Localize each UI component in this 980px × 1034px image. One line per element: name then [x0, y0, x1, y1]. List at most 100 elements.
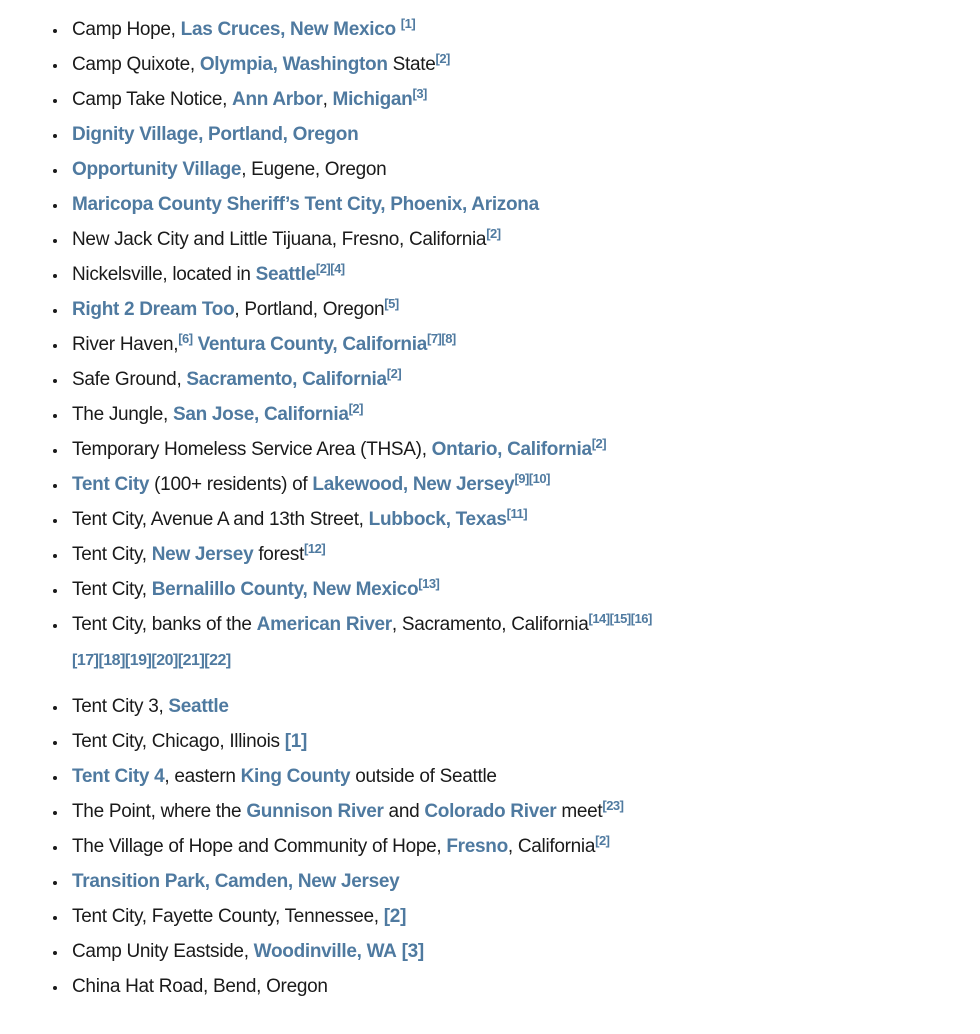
reference-link[interactable]: [2]	[486, 226, 501, 241]
list-item: Tent City, Chicago, Illinois [1]	[68, 724, 980, 759]
reference-link[interactable]: [1]	[284, 731, 308, 752]
link[interactable]: Maricopa County Sheriff’s Tent City, Pho…	[72, 194, 539, 215]
link[interactable]: Fresno	[446, 836, 508, 857]
list-item: The Village of Hope and Community of Hop…	[68, 829, 980, 864]
list-item: Camp Take Notice, Ann Arbor, Michigan[3]	[68, 82, 980, 117]
text-segment: River Haven,	[72, 334, 179, 355]
text-segment: Tent City 3,	[72, 696, 169, 717]
text-segment: , Portland, Oregon	[234, 299, 385, 320]
reference-link[interactable]: [2]	[591, 436, 607, 451]
link[interactable]: Seattle	[255, 264, 317, 285]
list-item: Transition Park, Camden, New Jersey	[68, 864, 980, 899]
text-segment: State	[387, 54, 436, 75]
reference-link[interactable]: [2]	[386, 366, 402, 381]
list-item: Tent City (100+ residents) of Lakewood, …	[68, 467, 980, 502]
reference-link[interactable]: [23]	[602, 798, 624, 813]
reference-link[interactable]: [5]	[384, 296, 399, 311]
list-item: Tent City, New Jersey forest[12]	[68, 537, 980, 572]
reference-link[interactable]: [6]	[178, 331, 193, 346]
reference-link[interactable]: [7][8]	[426, 331, 456, 346]
text-segment: and	[383, 801, 425, 822]
reference-link[interactable]: [3]	[412, 86, 427, 101]
link[interactable]: Bernalillo County, New Mexico	[151, 579, 419, 600]
link[interactable]: Michigan	[332, 89, 413, 110]
reference-link[interactable]: [13]	[418, 576, 440, 591]
text-segment: Tent City,	[72, 579, 152, 600]
link[interactable]: Olympia, Washington	[199, 54, 388, 75]
text-segment: Tent City, Fayette County, Tennessee,	[72, 906, 384, 927]
list-item: The Point, where the Gunnison River and …	[68, 794, 980, 829]
text-segment: meet	[556, 801, 603, 822]
link[interactable]: Ontario, California	[431, 439, 592, 460]
reference-link[interactable]: [1]	[400, 16, 416, 31]
link[interactable]: King County	[240, 766, 351, 787]
link[interactable]: Tent City 4	[72, 766, 165, 787]
text-segment: Camp Hope,	[72, 19, 181, 40]
link[interactable]: Opportunity Village	[72, 159, 242, 180]
text-segment: , Eugene, Oregon	[241, 159, 387, 180]
link[interactable]: Lubbock, Texas	[368, 509, 507, 530]
link[interactable]: Woodinville, WA	[253, 941, 397, 962]
reference-link[interactable]: [12]	[304, 541, 326, 556]
link[interactable]: Sacramento, California	[186, 369, 387, 390]
text-segment: Camp Take Notice,	[72, 89, 233, 110]
text-segment: ,	[322, 89, 333, 110]
reference-link[interactable]: [2]	[595, 833, 610, 848]
text-segment: Camp Unity Eastside,	[72, 941, 254, 962]
link[interactable]: Right 2 Dream Too	[72, 299, 235, 320]
text-segment: The Jungle,	[72, 404, 173, 425]
list-item: Temporary Homeless Service Area (THSA), …	[68, 432, 980, 467]
list-item: Tent City 4, eastern King County outside…	[68, 759, 980, 794]
list-item: Camp Quixote, Olympia, Washington State[…	[68, 47, 980, 82]
link[interactable]: Ventura County, California	[197, 334, 428, 355]
list-item: Tent City, banks of the American River, …	[68, 607, 980, 678]
link[interactable]: American River	[256, 614, 393, 635]
text-segment: Nickelsville, located in	[72, 264, 256, 285]
list-item: Camp Unity Eastside, Woodinville, WA [3]	[68, 934, 980, 969]
list-item: The Jungle, San Jose, California[2]	[68, 397, 980, 432]
link[interactable]: Las Cruces, New Mexico	[180, 19, 396, 40]
text-segment: outside of Seattle	[350, 766, 497, 787]
reference-link[interactable]: [9][10]	[514, 471, 550, 486]
list-item: Dignity Village, Portland, Oregon	[68, 117, 980, 152]
link[interactable]: Transition Park, Camden, New Jersey	[72, 871, 400, 892]
list-item: Maricopa County Sheriff’s Tent City, Pho…	[68, 187, 980, 222]
list-item: Tent City, Avenue A and 13th Street, Lub…	[68, 502, 980, 537]
text-segment: Tent City, Chicago, Illinois	[72, 731, 285, 752]
link[interactable]: Colorado River	[424, 801, 557, 822]
list-item: Opportunity Village, Eugene, Oregon	[68, 152, 980, 187]
reference-link[interactable]: [11]	[506, 506, 528, 521]
link[interactable]: Tent City	[72, 474, 150, 495]
link[interactable]: Lakewood, New Jersey	[312, 474, 515, 495]
reference-link[interactable]: [2][4]	[315, 261, 345, 276]
link[interactable]: Dignity Village, Portland, Oregon	[72, 124, 359, 145]
text-segment: Tent City, banks of the	[72, 614, 257, 635]
link[interactable]: Ann Arbor	[232, 89, 323, 110]
reference-link[interactable]: [2]	[435, 51, 450, 66]
reference-link[interactable]: [17][18][19][20][21][22]	[72, 652, 231, 669]
reference-link[interactable]: [2]	[383, 906, 407, 927]
text-segment: China Hat Road, Bend, Oregon	[72, 976, 328, 997]
list-item: New Jack City and Little Tijuana, Fresno…	[68, 222, 980, 257]
list-item: Tent City, Bernalillo County, New Mexico…	[68, 572, 980, 607]
link[interactable]: Seattle	[168, 696, 229, 717]
text-segment: New Jack City and Little Tijuana, Fresno…	[72, 229, 487, 250]
reference-link[interactable]: [14][15][16]	[588, 611, 652, 626]
text-segment: , eastern	[164, 766, 241, 787]
text-segment: Safe Ground,	[72, 369, 187, 390]
link[interactable]: Gunnison River	[246, 801, 384, 822]
tent-city-list: Camp Hope, Las Cruces, New Mexico [1]Cam…	[0, 12, 980, 1004]
list-item: Camp Hope, Las Cruces, New Mexico [1]	[68, 12, 980, 47]
link[interactable]: San Jose, California	[172, 404, 349, 425]
list-item: River Haven,[6] Ventura County, Californ…	[68, 327, 980, 362]
text-segment: forest	[253, 544, 305, 565]
text-segment: The Point, where the	[72, 801, 247, 822]
list-item: Safe Ground, Sacramento, California[2]	[68, 362, 980, 397]
list-item: Right 2 Dream Too, Portland, Oregon[5]	[68, 292, 980, 327]
link[interactable]: New Jersey	[151, 544, 254, 565]
text-segment: Tent City,	[72, 544, 152, 565]
reference-link[interactable]: [3]	[401, 941, 425, 962]
list-item: China Hat Road, Bend, Oregon	[68, 969, 980, 1004]
text-segment: , California	[507, 836, 596, 857]
reference-link[interactable]: [2]	[348, 401, 364, 416]
